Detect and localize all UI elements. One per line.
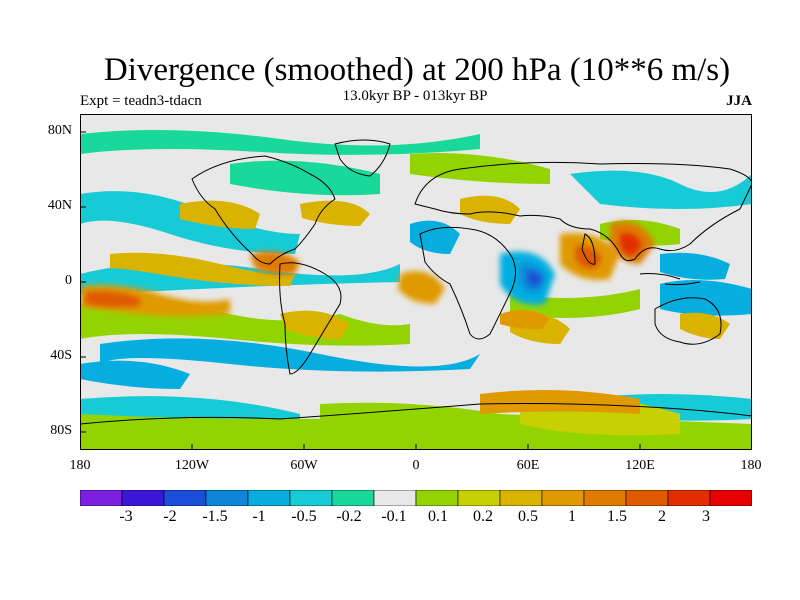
coastline-antarctica <box>80 403 752 425</box>
lon-label-0: 0 <box>412 458 420 473</box>
colorbar-label: 0.5 <box>518 508 538 525</box>
colorbar <box>80 490 752 506</box>
colorbar-swatch <box>667 490 711 506</box>
contour-patch <box>80 360 190 389</box>
contour-patch <box>180 200 260 229</box>
colorbar-swatch <box>163 490 207 506</box>
colorbar-swatch <box>80 490 123 506</box>
contour-patch <box>510 289 640 318</box>
contour-patch <box>85 291 140 308</box>
contour-patch <box>230 160 380 196</box>
contour-patch <box>480 390 640 414</box>
contour-patch <box>570 170 752 209</box>
lon-label-60e: 60E <box>516 458 540 473</box>
colorbar-label: -0.1 <box>381 508 407 525</box>
colorbar-swatch <box>499 490 543 506</box>
colorbar-swatch <box>373 490 417 506</box>
season-label: JJA <box>726 93 752 109</box>
contour-patch <box>300 200 370 226</box>
colorbar-label: 2 <box>658 508 666 525</box>
contour-patch <box>80 130 480 155</box>
coastline-africa <box>419 226 516 340</box>
contour-patch <box>100 338 480 372</box>
colorbar-swatch <box>457 490 501 506</box>
lon-label-120e: 120E <box>625 458 655 473</box>
contour-patch <box>398 271 445 304</box>
colorbar-label: -3 <box>119 508 133 525</box>
contour-patch <box>680 312 730 339</box>
contour-patch <box>80 191 300 254</box>
contour-patch <box>250 251 300 275</box>
lat-label-80s: 80S <box>50 423 72 438</box>
colorbar-label: -1.5 <box>202 508 228 525</box>
contour-patch <box>280 310 350 339</box>
lat-label-40s: 40S <box>50 348 72 363</box>
lat-label-equator: 0 <box>65 273 72 288</box>
lat-label-40n: 40N <box>47 198 72 213</box>
colorbar-swatch <box>625 490 669 506</box>
colorbar-label: -0.5 <box>291 508 317 525</box>
contour-patch <box>660 280 752 316</box>
contour-patch <box>110 252 295 286</box>
coastline-greenland <box>334 139 391 177</box>
lon-label-60w: 60W <box>290 458 318 473</box>
colorbar-label: 1.5 <box>607 508 627 525</box>
coastline-maritime-continent <box>639 273 701 286</box>
colorbar-swatch <box>205 490 249 506</box>
lat-label-80n: 80N <box>47 123 72 138</box>
contour-patch <box>620 232 642 256</box>
colorbar-label: 1 <box>568 508 576 525</box>
lon-label-180w: 180 <box>69 458 91 473</box>
contour-patch <box>660 252 730 280</box>
colorbar-swatch <box>415 490 459 506</box>
coastlines <box>80 139 752 425</box>
experiment-label: Expt = teadn3-tdacn <box>80 93 202 109</box>
colorbar-swatch <box>289 490 333 506</box>
contour-patch <box>500 310 550 330</box>
axis-ticks <box>80 131 641 450</box>
plot-subtitle: 13.0kyr BP - 013kyr BP <box>342 88 488 104</box>
colorbar-swatch <box>583 490 627 506</box>
colorbar-label: 0.1 <box>428 508 448 525</box>
colorbar-swatch <box>121 490 165 506</box>
divergence-map <box>80 114 752 450</box>
coastline-north-america <box>191 155 336 265</box>
colorbar-swatch <box>331 490 375 506</box>
lon-label-180e: 180 <box>740 458 762 473</box>
colorbar-label: -1 <box>252 508 266 525</box>
colorbar-swatch <box>541 490 585 506</box>
colorbar-swatch <box>709 490 752 506</box>
colorbar-label: 0.2 <box>473 508 493 525</box>
coastline-europe-asia <box>414 161 752 262</box>
contour-patch <box>460 195 520 224</box>
colorbar-swatch <box>247 490 291 506</box>
coastline-australia <box>654 297 722 345</box>
colorbar-label: -0.2 <box>336 508 362 525</box>
coastline-south-america <box>279 262 342 375</box>
colorbar-label: 3 <box>702 508 710 525</box>
lon-label-120w: 120W <box>174 458 210 473</box>
contour-patch <box>410 153 550 184</box>
coastline-india <box>581 233 596 265</box>
contour-field <box>80 130 752 450</box>
plot-title: Divergence (smoothed) at 200 hPa (10**6 … <box>103 52 731 88</box>
contour-patch <box>528 271 542 286</box>
colorbar-label: -2 <box>163 508 177 525</box>
